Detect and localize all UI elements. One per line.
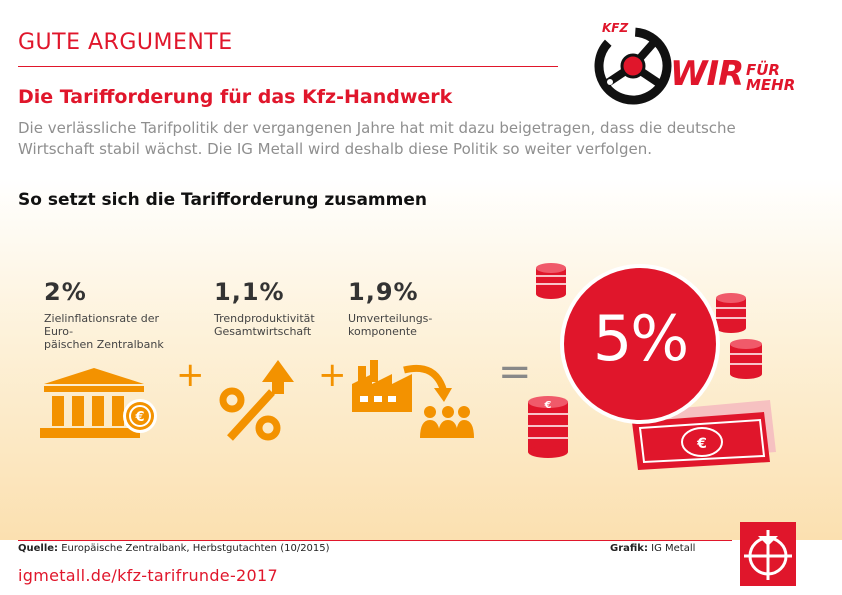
credit-text: IG Metall xyxy=(651,543,696,554)
percent-arrow-icon xyxy=(219,360,294,441)
component-label-line: Zielinflationsrate der Euro- xyxy=(44,312,160,338)
coin-stack-icon xyxy=(716,293,746,333)
component-percent: 1,1% xyxy=(214,278,285,306)
bank-euro-icon: € xyxy=(40,368,157,438)
section-heading: So setzt sich die Tarifforderung zusamme… xyxy=(18,190,427,210)
steering-wheel-icon xyxy=(594,27,672,105)
credit-note: Grafik: IG Metall xyxy=(610,543,695,554)
source-note: Quelle: Europäische Zentralbank, Herbstg… xyxy=(18,543,330,554)
plus-sign: + xyxy=(318,355,347,395)
campaign-logo: KFZ WIR FÜR MEHR xyxy=(588,16,818,112)
logo-tag: KFZ xyxy=(602,21,629,35)
component-label-line: Gesamtwirtschaft xyxy=(214,325,312,338)
component-percent: 1,9% xyxy=(348,278,419,306)
money-illustration: € € xyxy=(528,263,776,470)
logo-line2: MEHR xyxy=(746,76,796,94)
logo-word: WIR xyxy=(670,54,744,94)
intro-text: Die verlässliche Tarifpolitik der vergan… xyxy=(18,119,736,158)
equals-sign: = xyxy=(498,349,532,395)
svg-text:€: € xyxy=(544,400,552,411)
component-label-line: Umverteilungs- xyxy=(348,312,433,325)
coin-stack-icon: € xyxy=(528,396,568,458)
page-title: Die Tarifforderung für das Kfz-Handwerk xyxy=(18,86,453,108)
component-percent: 2% xyxy=(44,278,87,306)
source-text: Europäische Zentralbank, Herbstgutachten… xyxy=(61,543,330,554)
result-percent: 5% xyxy=(592,302,689,375)
component-label: Umverteilungs- komponente xyxy=(348,312,488,338)
svg-text:€: € xyxy=(134,410,144,425)
coin-stack-icon xyxy=(730,339,762,379)
logo-line1: FÜR xyxy=(746,61,780,79)
footer-divider xyxy=(18,540,732,541)
campaign-link[interactable]: igmetall.de/kfz-tarifrunde-2017 xyxy=(18,566,278,585)
component-label: Zielinflationsrate der Euro- päischen Ze… xyxy=(44,312,184,351)
ig-metall-logo xyxy=(740,522,796,586)
credit-label: Grafik: xyxy=(610,543,648,554)
coin-stack-icon xyxy=(536,263,566,299)
component-label-line: päischen Zentralbank xyxy=(44,338,164,351)
plus-sign: + xyxy=(176,355,205,395)
source-label: Quelle: xyxy=(18,543,59,554)
component-label-line: Trendproduktivität xyxy=(214,312,315,325)
component-label: Trendproduktivität Gesamtwirtschaft xyxy=(214,312,354,338)
kicker-label: GUTE ARGUMENTE xyxy=(18,30,233,55)
factory-people-icon xyxy=(352,360,474,438)
component-label-line: komponente xyxy=(348,325,417,338)
header-divider xyxy=(18,66,558,67)
svg-text:€: € xyxy=(696,436,707,452)
